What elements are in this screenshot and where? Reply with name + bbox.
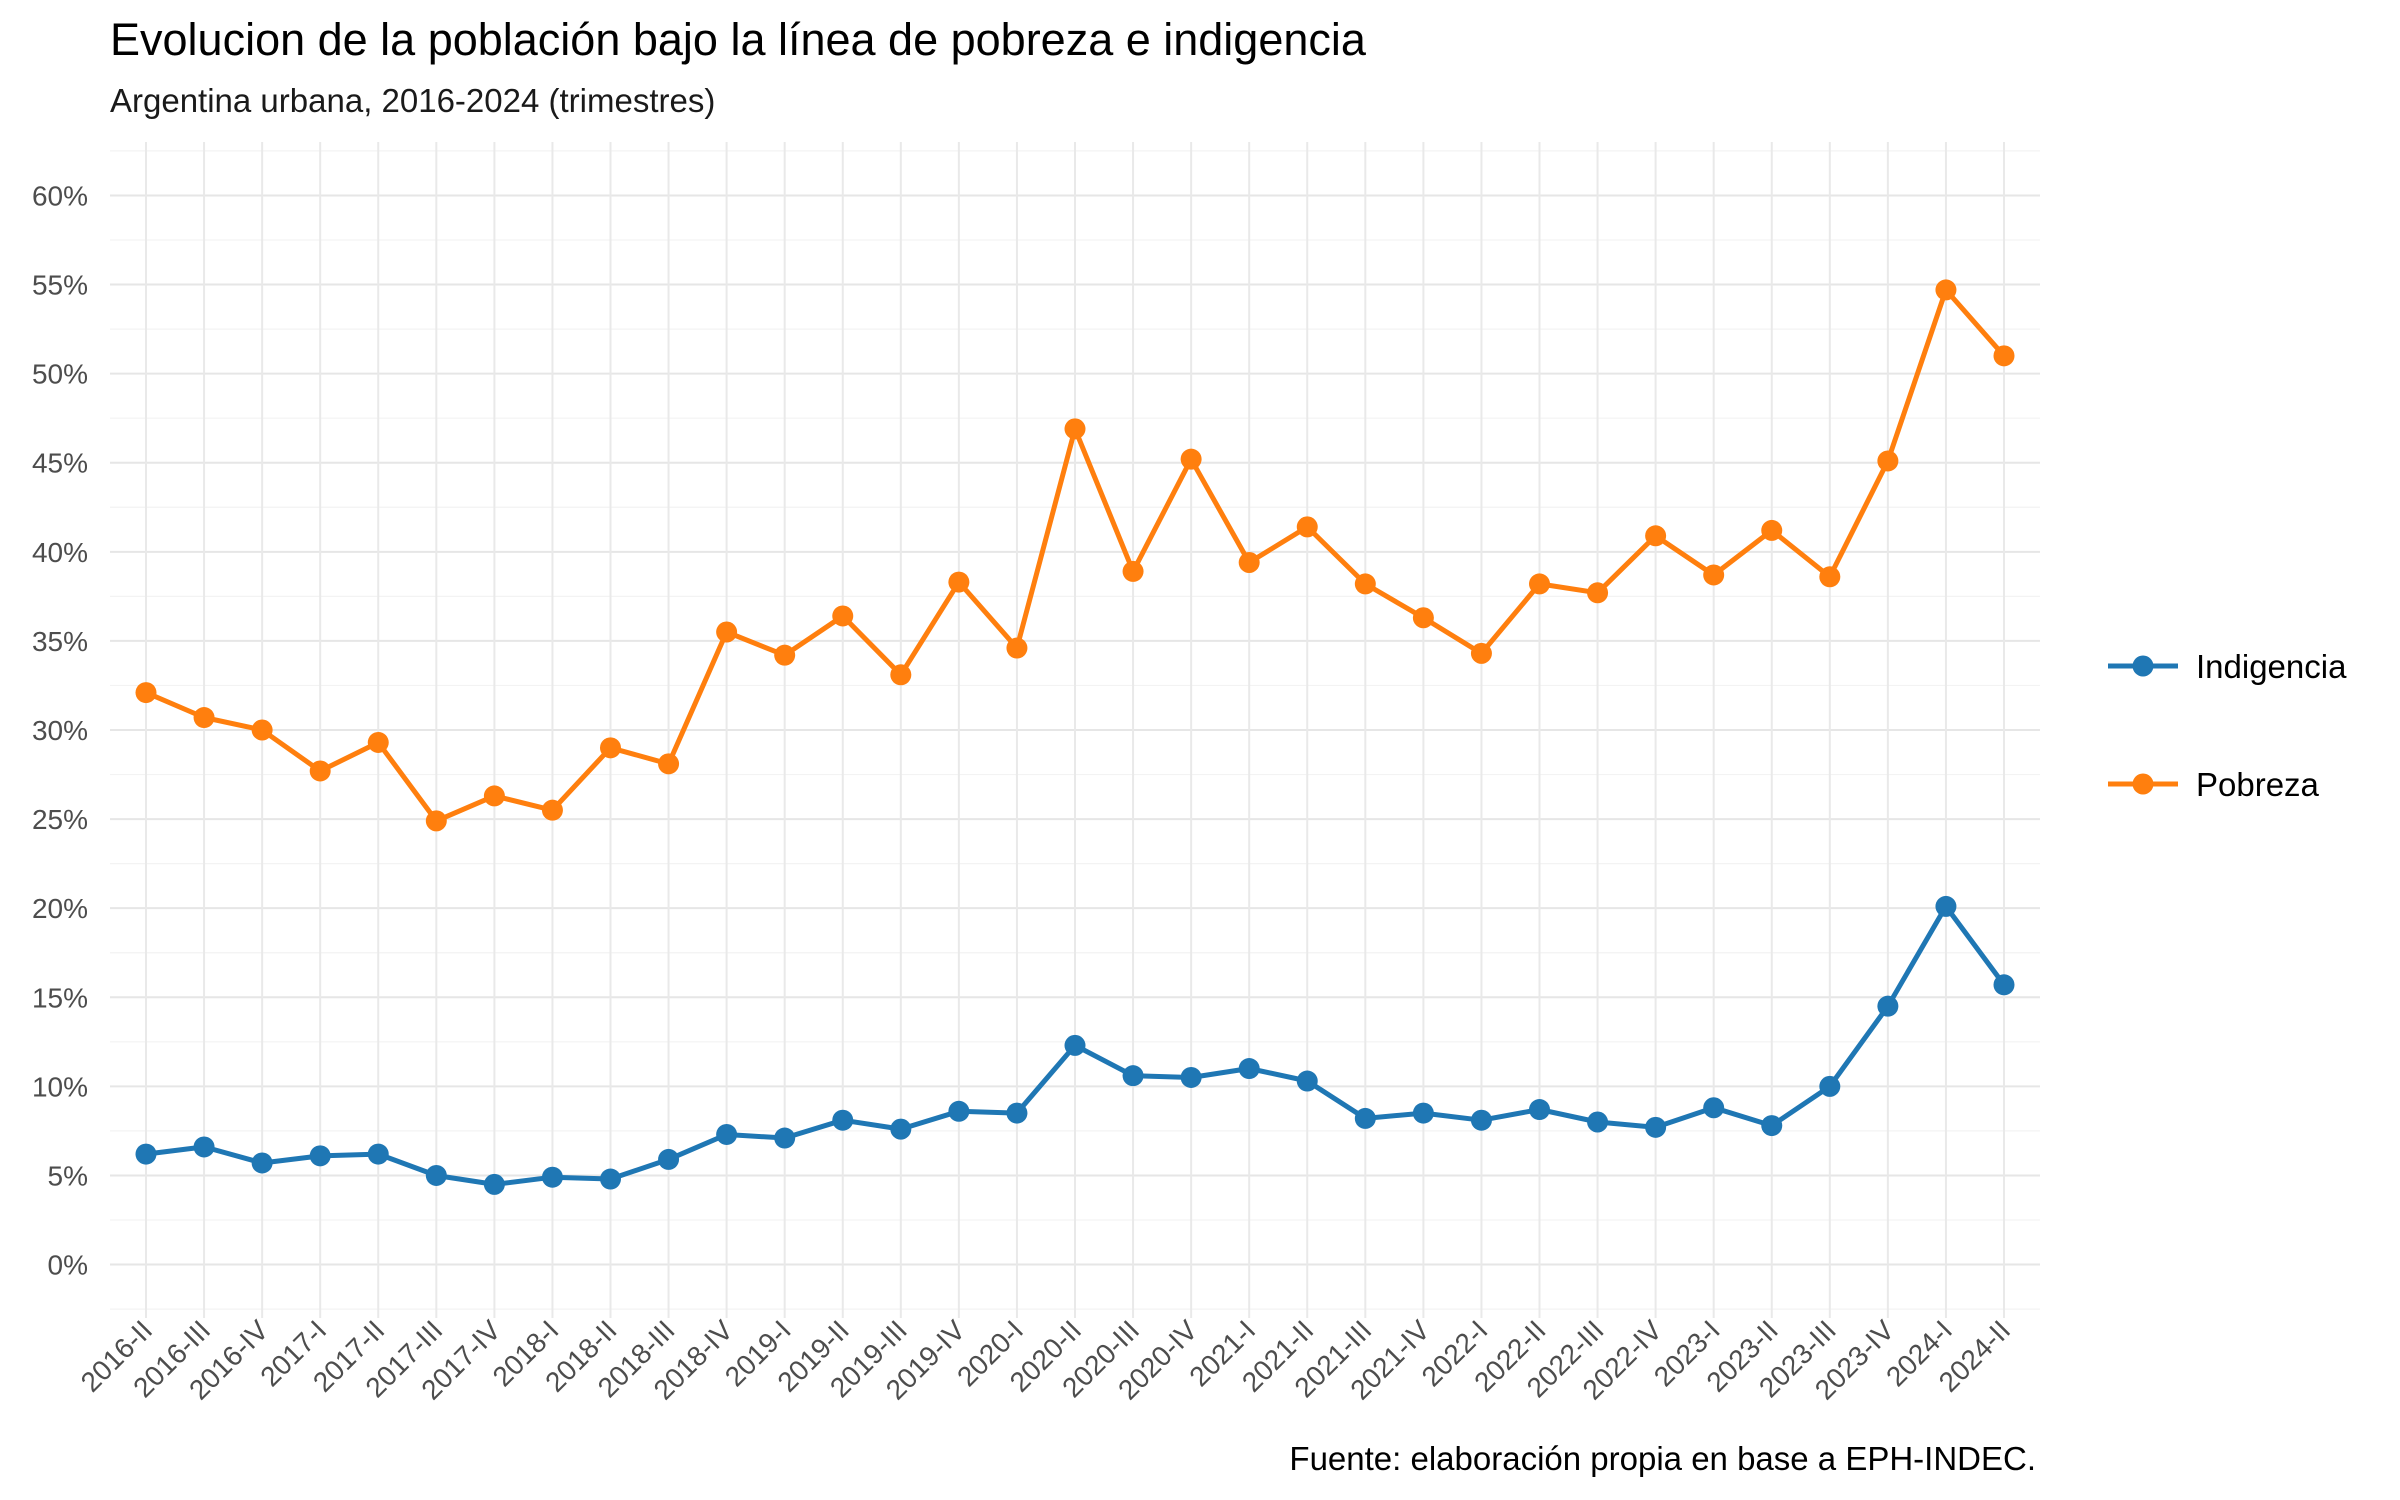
- data-point: [193, 1136, 215, 1158]
- data-point: [600, 1168, 621, 1190]
- data-point: [1993, 345, 2015, 367]
- data-point: [541, 799, 563, 821]
- data-point: [1470, 642, 1492, 664]
- y-tick-label: 15%: [32, 982, 88, 1013]
- data-point: [1703, 564, 1725, 586]
- y-tick-label: 10%: [32, 1071, 88, 1102]
- y-tick-label: 60%: [32, 180, 88, 211]
- data-point: [1761, 1115, 1783, 1137]
- data-point: [1645, 525, 1667, 547]
- data-point: [658, 753, 680, 775]
- data-point: [1703, 1097, 1725, 1119]
- data-point: [774, 644, 796, 666]
- data-point: [600, 737, 621, 759]
- data-point: [1587, 582, 1609, 604]
- data-point: [135, 1143, 157, 1165]
- data-point: [948, 571, 970, 593]
- data-point: [309, 760, 331, 782]
- series: [135, 279, 2015, 1195]
- data-point: [832, 1109, 854, 1131]
- data-point: [1122, 1065, 1144, 1087]
- data-point: [1819, 566, 1841, 588]
- data-point: [1354, 1107, 1376, 1129]
- data-point: [890, 1118, 912, 1140]
- data-point: [367, 1143, 389, 1165]
- data-point: [1238, 552, 1260, 574]
- data-point: [1412, 1102, 1434, 1124]
- data-point: [1470, 1109, 1492, 1131]
- y-tick-label: 45%: [32, 448, 88, 479]
- grid: [110, 142, 2040, 1318]
- data-point: [483, 1173, 505, 1195]
- data-point: [948, 1100, 970, 1122]
- legend-key-point: [2132, 655, 2154, 677]
- data-point: [1529, 1099, 1550, 1121]
- y-axis: 0% 5% 10% 15% 20% 25% 30% 35% 40% 45% 50% 55% 60%: [32, 180, 88, 1280]
- data-point: [135, 682, 157, 704]
- data-point: [483, 785, 505, 807]
- legend: Indigencia Pobreza: [2108, 648, 2347, 803]
- data-point: [658, 1148, 680, 1170]
- data-point: [1935, 279, 1957, 301]
- y-tick-label: 55%: [32, 270, 88, 301]
- data-point: [1819, 1075, 1841, 1097]
- y-tick-label: 20%: [32, 893, 88, 924]
- chart-subtitle: Argentina urbana, 2016-2024 (trimestres): [110, 82, 716, 119]
- y-tick-label: 0%: [48, 1250, 88, 1281]
- data-point: [193, 707, 215, 729]
- data-point: [1587, 1111, 1609, 1133]
- data-point: [1761, 519, 1783, 541]
- chart-caption: Fuente: elaboración propia en base a EPH…: [1289, 1440, 2036, 1477]
- chart-title: Evolucion de la población bajo la línea …: [110, 14, 1366, 65]
- y-tick-label: 35%: [32, 626, 88, 657]
- data-point: [251, 1152, 273, 1174]
- data-point: [1354, 573, 1376, 595]
- data-point: [1006, 637, 1028, 659]
- data-point: [1180, 1066, 1202, 1088]
- data-point: [367, 731, 389, 753]
- data-point: [1529, 573, 1550, 595]
- data-point: [716, 621, 738, 643]
- data-point: [1296, 1070, 1318, 1092]
- y-tick-label: 5%: [48, 1160, 88, 1191]
- y-tick-label: 40%: [32, 537, 88, 568]
- data-point: [1935, 895, 1957, 917]
- legend-label: Pobreza: [2196, 766, 2320, 803]
- y-tick-label: 25%: [32, 804, 88, 835]
- data-point: [425, 810, 447, 832]
- data-point: [774, 1127, 796, 1149]
- data-point: [1064, 1034, 1086, 1056]
- legend-key-point: [2132, 773, 2154, 795]
- data-point: [251, 719, 273, 741]
- data-point: [716, 1123, 738, 1145]
- data-point: [1064, 418, 1086, 440]
- data-point: [1877, 995, 1899, 1017]
- data-point: [425, 1164, 447, 1186]
- data-point: [1122, 560, 1144, 582]
- data-point: [1645, 1116, 1667, 1138]
- data-point: [1877, 450, 1899, 472]
- data-point: [1993, 974, 2015, 996]
- y-tick-label: 30%: [32, 715, 88, 746]
- data-point: [541, 1166, 563, 1188]
- data-point: [1006, 1102, 1028, 1124]
- legend-label: Indigencia: [2196, 648, 2347, 685]
- data-point: [1180, 448, 1202, 470]
- data-point: [1296, 516, 1318, 538]
- data-point: [1238, 1058, 1260, 1080]
- y-tick-label: 50%: [32, 359, 88, 390]
- data-point: [309, 1145, 331, 1167]
- data-point: [890, 664, 912, 686]
- x-axis: 2016-II2016-III2016-IV2017-I2017-II2017-…: [75, 1314, 2017, 1405]
- data-point: [832, 605, 854, 627]
- data-point: [1412, 607, 1434, 629]
